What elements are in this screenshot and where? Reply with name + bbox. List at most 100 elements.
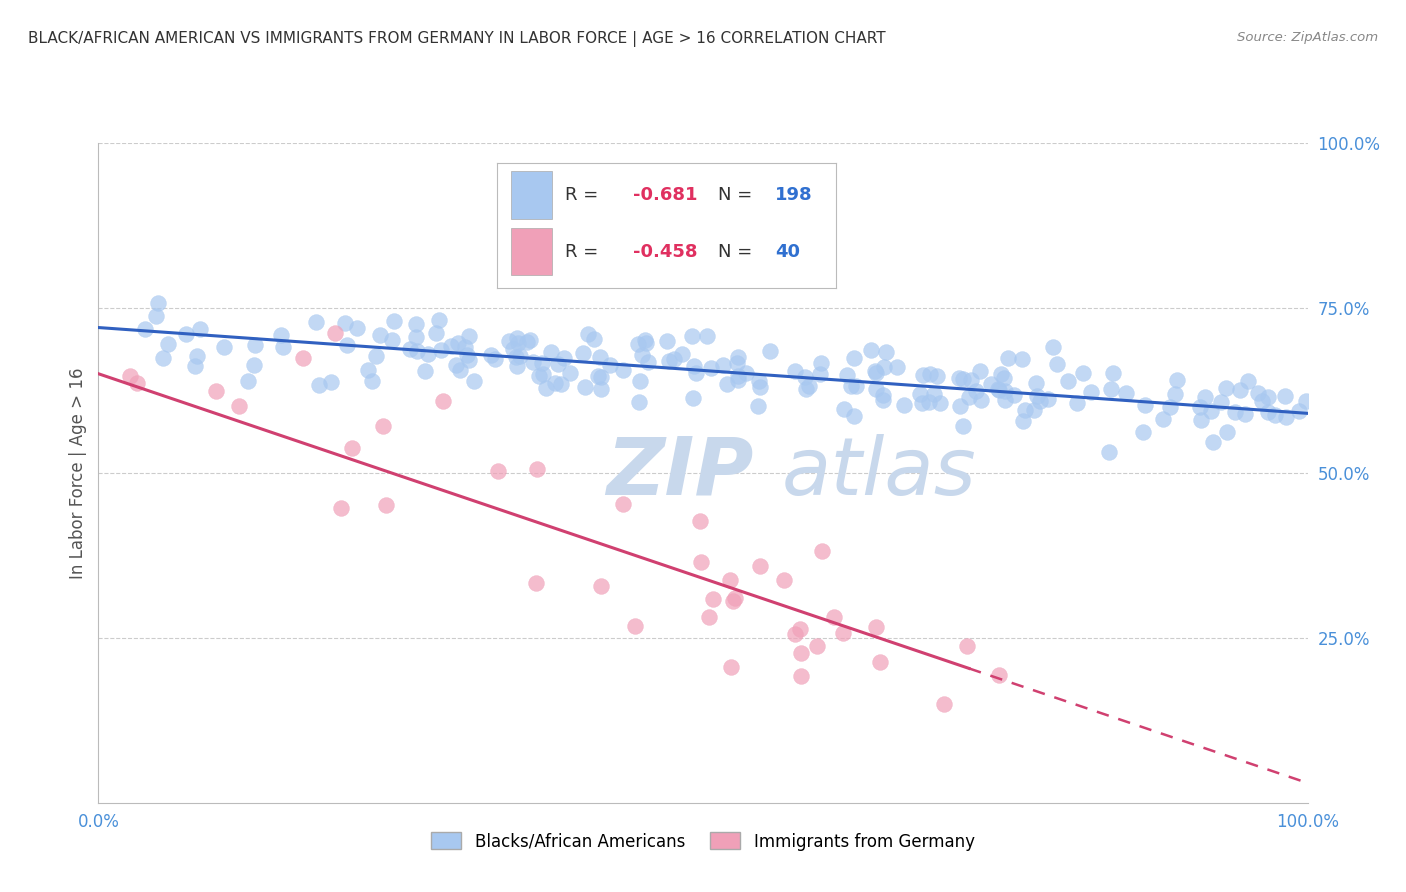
Point [748,374,770,388]
Point [1229,383,1251,397]
Point [886,359,908,374]
Point [506,331,529,345]
Point [823,609,845,624]
Point [1038,392,1060,407]
Point [406,344,429,359]
Point [432,394,454,409]
Point [908,387,931,401]
Point [725,356,748,370]
Point [134,321,156,335]
Point [832,401,855,416]
Point [1247,386,1270,401]
Point [863,364,886,378]
Point [157,336,180,351]
Point [918,394,941,409]
Point [444,358,467,372]
Point [205,384,228,398]
Point [865,382,887,396]
Point [346,321,368,335]
Point [308,377,330,392]
Point [1225,405,1247,419]
Point [427,313,450,327]
Point [1295,394,1317,409]
Point [399,342,422,356]
Point [842,409,865,424]
Point [184,359,207,373]
Point [1201,435,1223,450]
Point [450,363,472,377]
Point [228,399,250,413]
Point [808,368,831,382]
Point [696,329,718,343]
Point [586,368,609,383]
Point [527,369,550,384]
Point [993,371,1015,385]
Point [1237,374,1260,388]
Point [628,374,651,388]
Point [689,514,711,528]
Point [865,620,887,634]
Point [524,575,547,590]
Point [456,348,478,362]
Point [612,497,634,511]
Point [531,367,554,381]
Point [323,326,346,341]
Point [1080,385,1102,400]
Point [506,359,529,373]
Point [174,327,197,342]
Point [859,343,882,357]
Point [1026,389,1049,403]
Point [589,350,612,364]
Point [319,375,342,389]
Point [186,350,208,364]
Point [270,327,292,342]
Point [1002,387,1025,401]
Point [479,348,502,362]
Point [624,619,647,633]
Point [952,372,974,386]
Point [1098,445,1121,459]
Point [1159,400,1181,414]
Point [949,399,972,413]
Point [893,398,915,412]
Point [845,378,868,392]
Point [413,363,436,377]
Point [1152,411,1174,425]
Point [591,383,613,397]
Point [911,396,934,410]
Point [987,384,1010,398]
Point [1215,381,1237,395]
Point [735,366,758,380]
Point [690,555,713,569]
Point [236,374,259,388]
Point [957,390,980,404]
Point [145,309,167,323]
Point [531,356,554,370]
Point [911,368,934,382]
Point [330,500,353,515]
Point [336,337,359,351]
Point [560,367,582,381]
Point [1288,404,1310,418]
Point [948,371,970,385]
Point [599,358,621,372]
Point [486,464,509,478]
Point [873,359,896,374]
Point [540,344,562,359]
Point [997,351,1019,365]
Point [671,347,693,361]
Point [969,364,991,378]
Point [783,627,806,641]
Point [333,316,356,330]
Point [526,462,548,476]
Point [457,329,479,343]
Legend: Blacks/African Americans, Immigrants from Germany: Blacks/African Americans, Immigrants fro… [425,826,981,857]
Point [682,391,704,405]
Point [152,351,174,365]
Point [928,396,950,410]
Point [522,355,544,369]
Point [366,349,388,363]
Point [1264,409,1286,423]
Point [553,351,575,365]
Point [550,377,572,392]
